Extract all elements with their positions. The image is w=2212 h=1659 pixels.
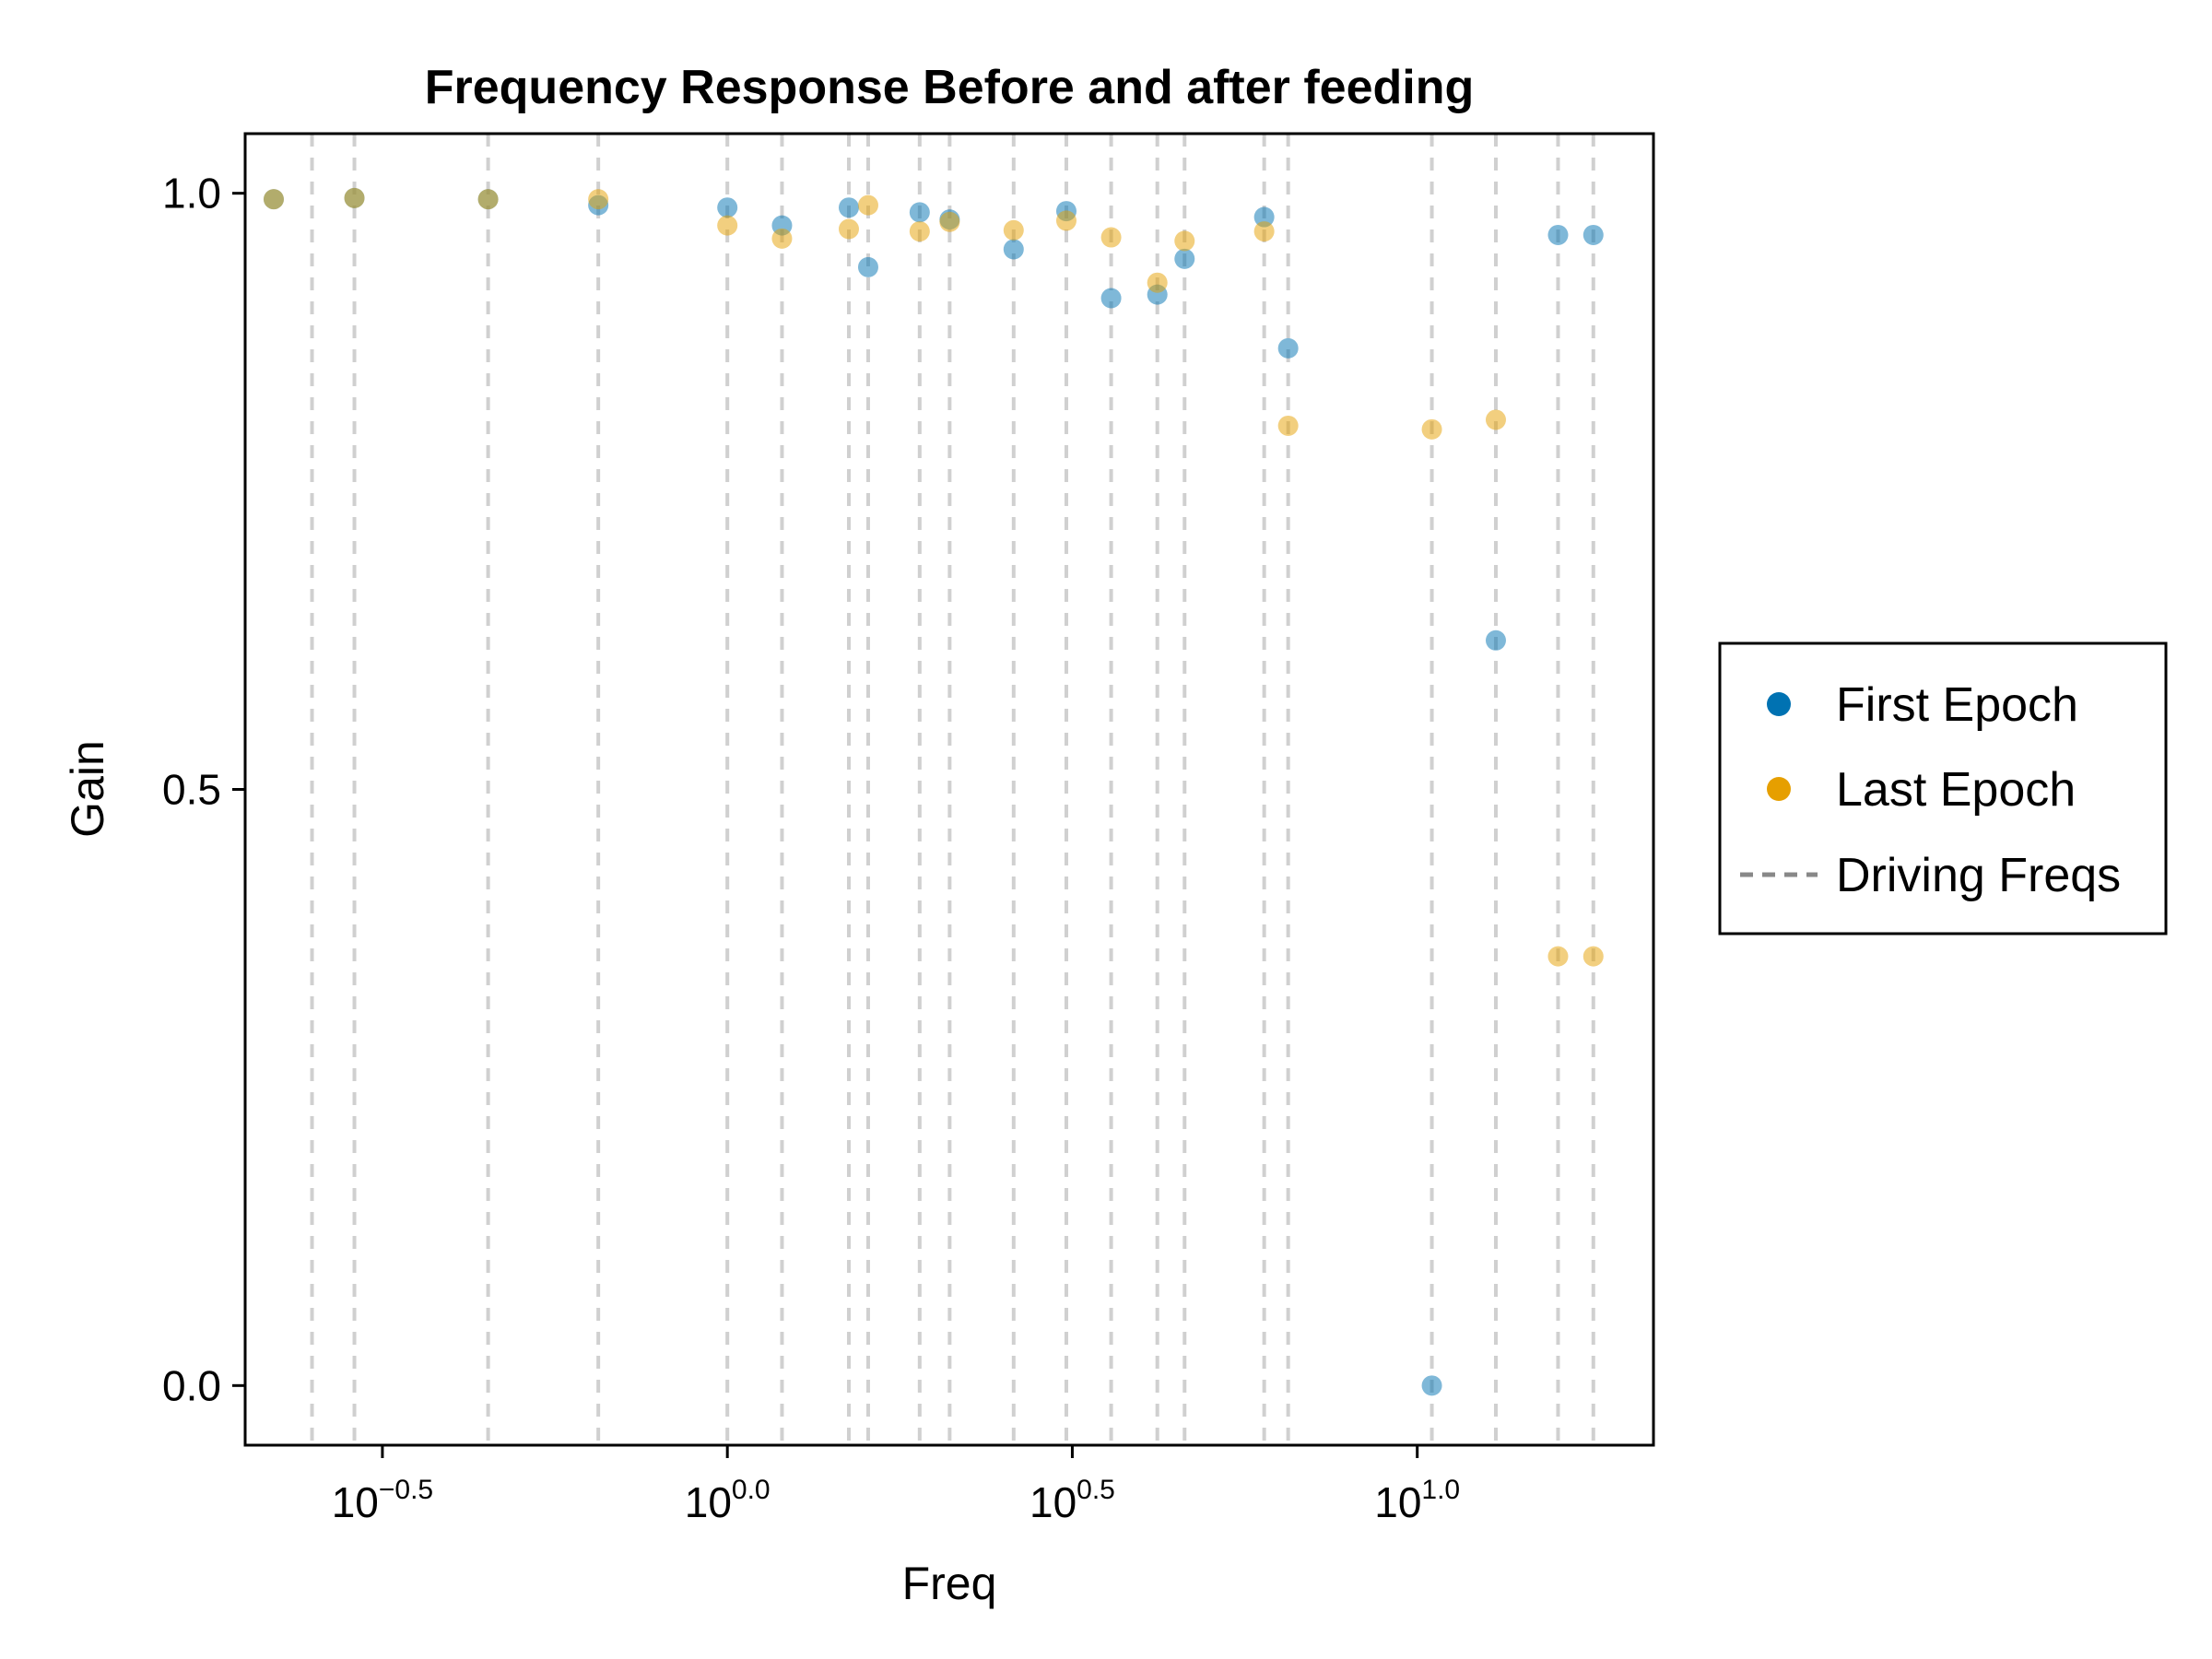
x-tick-label: 10−0.5 [332, 1475, 433, 1526]
legend-box [1718, 641, 2168, 935]
point-last-epoch [939, 211, 960, 232]
y-tick-label: 0.0 [162, 1361, 221, 1409]
x-tick-label: 100.0 [685, 1475, 771, 1526]
point-last-epoch [1253, 221, 1275, 242]
point-first-epoch [1253, 206, 1275, 228]
point-last-epoch [588, 189, 609, 210]
point-last-epoch [857, 194, 878, 216]
y-axis: 0.0 0.5 1.0 [162, 170, 245, 1409]
x-axis: 10−0.5 100.0 100.5 101.0 [332, 1445, 1460, 1526]
point-last-epoch [344, 187, 365, 208]
x-tick-label: 100.5 [1030, 1475, 1115, 1526]
y-tick-label: 0.5 [162, 766, 221, 814]
point-first-epoch [909, 202, 930, 223]
point-last-epoch [771, 228, 793, 249]
legend-label-last-epoch: Last Epoch [1836, 763, 2076, 817]
legend-label-first-epoch: First Epoch [1836, 678, 2078, 732]
point-last-epoch [1147, 272, 1168, 293]
point-first-epoch [1547, 224, 1569, 245]
point-first-epoch [838, 197, 859, 218]
legend-label-driving-freqs: Driving Freqs [1836, 849, 2121, 902]
point-first-epoch [1421, 1375, 1442, 1396]
point-last-epoch [1547, 946, 1569, 967]
point-first-epoch [1485, 629, 1506, 651]
y-axis-label: Gain [62, 740, 113, 838]
point-last-epoch [1100, 227, 1122, 248]
point-last-epoch [263, 189, 284, 210]
point-last-epoch [1277, 415, 1299, 436]
legend-marker-first-epoch [1767, 692, 1791, 716]
y-tick-label: 1.0 [162, 170, 221, 218]
point-first-epoch [1583, 224, 1604, 245]
x-axis-label: Freq [902, 1558, 997, 1609]
point-last-epoch [1003, 219, 1024, 241]
x-tick-label: 101.0 [1374, 1475, 1460, 1526]
chart-title: Frequency Response Before and after feed… [425, 61, 1475, 114]
point-last-epoch [1174, 230, 1195, 252]
point-first-epoch [857, 256, 878, 277]
point-first-epoch [717, 197, 738, 218]
data-points [263, 187, 1604, 1396]
point-first-epoch [1100, 288, 1122, 309]
legend: First Epoch Last Epoch Driving Freqs [1718, 641, 2168, 935]
point-last-epoch [717, 215, 738, 236]
point-last-epoch [477, 189, 499, 210]
legend-marker-last-epoch [1767, 777, 1791, 801]
point-first-epoch [1277, 337, 1299, 359]
point-last-epoch [838, 218, 859, 240]
point-last-epoch [1055, 210, 1077, 231]
point-last-epoch [1421, 418, 1442, 440]
point-last-epoch [1583, 946, 1604, 967]
point-first-epoch [1003, 239, 1024, 260]
point-first-epoch [1174, 248, 1195, 269]
point-last-epoch [1485, 409, 1506, 430]
point-last-epoch [909, 221, 930, 242]
